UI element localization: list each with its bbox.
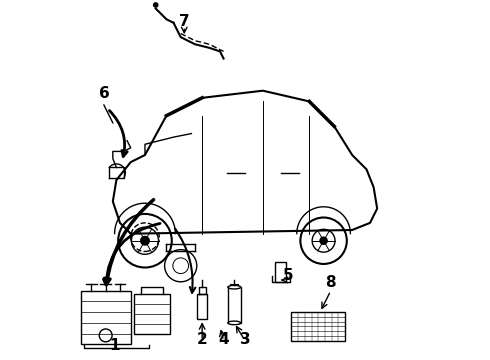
Ellipse shape (228, 285, 241, 289)
FancyBboxPatch shape (81, 291, 131, 344)
Text: 7: 7 (179, 14, 190, 30)
Text: 5: 5 (283, 268, 293, 283)
FancyBboxPatch shape (292, 312, 345, 341)
Text: 8: 8 (325, 275, 336, 290)
Circle shape (153, 3, 158, 7)
Bar (228, 287, 241, 323)
Bar (275, 262, 286, 282)
Text: 1: 1 (109, 338, 120, 353)
Bar (197, 294, 207, 319)
Text: 6: 6 (98, 86, 109, 101)
Circle shape (141, 237, 149, 245)
Ellipse shape (228, 321, 241, 325)
Text: 4: 4 (218, 332, 229, 347)
Text: 2: 2 (197, 332, 207, 347)
FancyBboxPatch shape (134, 294, 170, 334)
Circle shape (320, 237, 327, 244)
Text: 3: 3 (240, 332, 250, 347)
